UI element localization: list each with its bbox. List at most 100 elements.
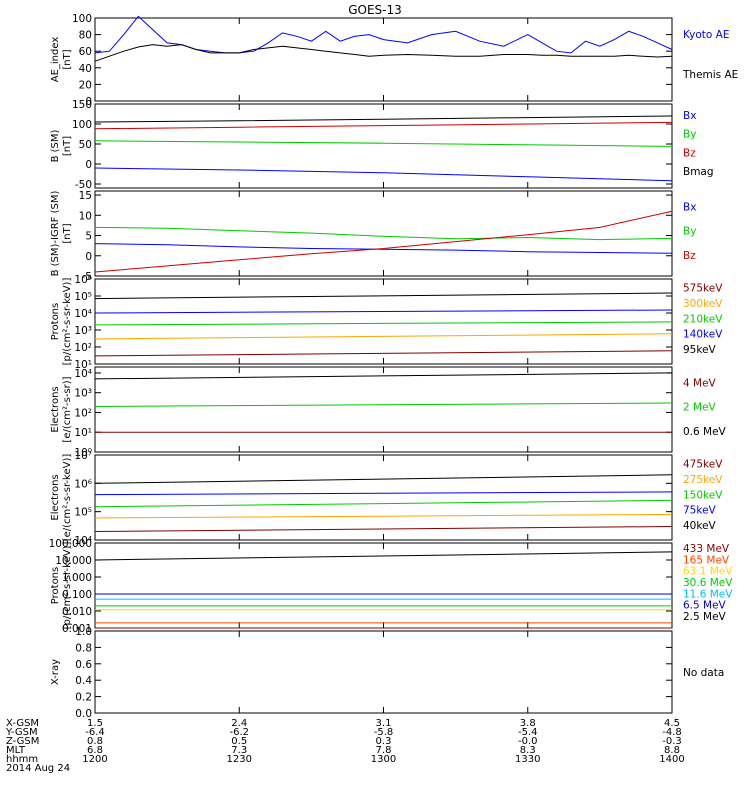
y-axis-unit: [e/(cm²-s-sr)] bbox=[62, 376, 73, 442]
series-line-150kev bbox=[94, 499, 673, 508]
orbit-value: -0.0 bbox=[518, 736, 538, 747]
series-line-140kev bbox=[94, 309, 673, 314]
orbit-value: 1400 bbox=[659, 754, 684, 765]
y-axis-label: Electrons bbox=[50, 474, 61, 520]
legend-entry: Bmag bbox=[683, 166, 714, 178]
orbit-value: -4.8 bbox=[662, 727, 682, 738]
series-line-bmag bbox=[94, 115, 673, 123]
y-tick-label: 10⁴ bbox=[74, 535, 92, 547]
orbit-value: 1.5 bbox=[87, 718, 103, 729]
y-tick-label: 40 bbox=[79, 63, 92, 75]
y-axis-unit: [nT] bbox=[62, 223, 73, 243]
orbit-value: 6.8 bbox=[87, 745, 103, 756]
orbit-table: X-GSM 1.5 2.4 3.1 3.8 4.5 Y-GSM -6.4 -6.2 -5.8 -5.… bbox=[5, 718, 685, 774]
panel-1: 0 20 40 60 80 100 AE_index [nT] Kyoto AE Themis A… bbox=[50, 13, 738, 108]
y-tick-label: 10⁷ bbox=[74, 450, 92, 462]
panel-3: -5 0 5 10 15 B (SM)-IGRF (SM) [nT] Bx By Bz bbox=[50, 190, 696, 283]
y-tick-label: 10.000 bbox=[55, 555, 92, 567]
panel-frame bbox=[94, 190, 673, 277]
y-tick-label: 20 bbox=[79, 79, 92, 91]
orbit-value: 8.8 bbox=[664, 745, 680, 756]
y-axis-unit: [nT] bbox=[62, 49, 73, 69]
y-tick-label: 0.6 bbox=[75, 659, 92, 671]
legend-entry: By bbox=[683, 129, 696, 141]
y-axis-label: Protons bbox=[50, 303, 61, 340]
series-line-by bbox=[94, 140, 673, 147]
orbit-row-label: hhmm bbox=[6, 754, 38, 765]
legend-entry: 63.1 MeV bbox=[683, 566, 733, 578]
y-tick-label: 10² bbox=[74, 342, 92, 354]
y-tick-label: 10¹ bbox=[74, 359, 92, 371]
legend-entry: 2 MeV bbox=[683, 402, 717, 414]
orbit-row-label: Y-GSM bbox=[5, 727, 38, 738]
legend-entry: 275keV bbox=[683, 474, 723, 486]
y-tick-label: 0.2 bbox=[75, 692, 92, 704]
y-tick-label: 0 bbox=[85, 159, 92, 171]
legend-entry: Themis AE bbox=[682, 69, 738, 81]
series-line-75kev bbox=[94, 491, 673, 496]
figure-title: GOES-13 bbox=[348, 3, 402, 17]
series-line-themis-ae bbox=[94, 44, 673, 62]
series-line-2-mev bbox=[94, 402, 673, 407]
y-tick-label: 0.4 bbox=[75, 675, 92, 687]
orbit-value: 1200 bbox=[82, 754, 107, 765]
y-tick-label: 100 bbox=[72, 119, 92, 131]
panel-2: -50 0 50 100 150 B (SM) [nT] Bx By Bz Bmag bbox=[50, 99, 714, 191]
orbit-value: 3.1 bbox=[376, 718, 392, 729]
no-data-note: No data bbox=[683, 667, 724, 679]
y-tick-label: 0 bbox=[85, 96, 92, 108]
series-line-2.5-mev bbox=[94, 551, 673, 561]
legend-entry: Bx bbox=[683, 201, 696, 213]
y-axis-unit: [nT] bbox=[62, 136, 73, 156]
legend-entry: 475keV bbox=[683, 458, 723, 470]
y-tick-label: 0.010 bbox=[62, 606, 92, 618]
y-tick-label: 10⁵ bbox=[74, 291, 92, 303]
y-tick-label: 5 bbox=[85, 231, 92, 243]
orbit-row-label: X-GSM bbox=[6, 718, 39, 729]
orbit-value: -5.4 bbox=[518, 727, 538, 738]
legend-entry: 4 MeV bbox=[683, 377, 717, 389]
orbit-value: 3.8 bbox=[520, 718, 536, 729]
orbit-value: -5.8 bbox=[374, 727, 394, 738]
orbit-value: 1300 bbox=[371, 754, 396, 765]
y-tick-label: 10 bbox=[79, 210, 92, 222]
legend-entry: 300keV bbox=[683, 298, 723, 310]
series-line-95kev bbox=[94, 292, 673, 300]
y-tick-label: 1.0 bbox=[75, 626, 92, 638]
legend-entry: 210keV bbox=[683, 313, 723, 325]
y-tick-label: 10⁴ bbox=[74, 368, 92, 380]
y-axis-unit: [e/(cm²-s-sr-keV)] bbox=[62, 454, 73, 542]
series-line-bz bbox=[94, 210, 673, 273]
legend-entry: 6.5 MeV bbox=[683, 600, 727, 612]
panel-6: 10⁴ 10⁵ 10⁶ 10⁷ Electrons [e/(cm²-s-sr-keV)] 4… bbox=[50, 450, 723, 547]
series-line-300kev bbox=[94, 333, 673, 340]
legend-entry: 433 MeV bbox=[683, 543, 730, 555]
legend-entry: Bz bbox=[683, 250, 696, 262]
y-tick-label: 80 bbox=[79, 30, 92, 42]
y-axis-unit: [p/(cm²-s-sr-keV)] bbox=[62, 278, 73, 366]
y-tick-label: 10³ bbox=[74, 388, 92, 400]
legend-entry: Bx bbox=[683, 110, 696, 122]
date-label: 2014 Aug 24 bbox=[6, 763, 70, 774]
series-line-275kev bbox=[94, 513, 673, 519]
y-axis-label: Protons bbox=[50, 567, 61, 604]
y-tick-label: 0.100 bbox=[62, 589, 92, 601]
legend-entry: 140keV bbox=[683, 329, 723, 341]
legend-entry: 95keV bbox=[683, 344, 717, 356]
y-tick-label: -50 bbox=[75, 179, 92, 191]
series-line-bx bbox=[94, 167, 673, 182]
series-line-575kev bbox=[94, 350, 673, 357]
y-tick-label: 0.0 bbox=[75, 708, 92, 720]
panel-frame bbox=[94, 366, 673, 453]
legend-entry: 75keV bbox=[683, 505, 717, 517]
legend-entry: 30.6 MeV bbox=[683, 577, 733, 589]
series-line-40kev bbox=[94, 474, 673, 484]
orbit-value: 1330 bbox=[515, 754, 540, 765]
series-line-210kev bbox=[94, 321, 673, 326]
y-tick-label: 0 bbox=[85, 251, 92, 263]
orbit-value: 1230 bbox=[227, 754, 252, 765]
y-tick-label: 10² bbox=[74, 407, 92, 419]
legend-entry: 575keV bbox=[683, 282, 723, 294]
